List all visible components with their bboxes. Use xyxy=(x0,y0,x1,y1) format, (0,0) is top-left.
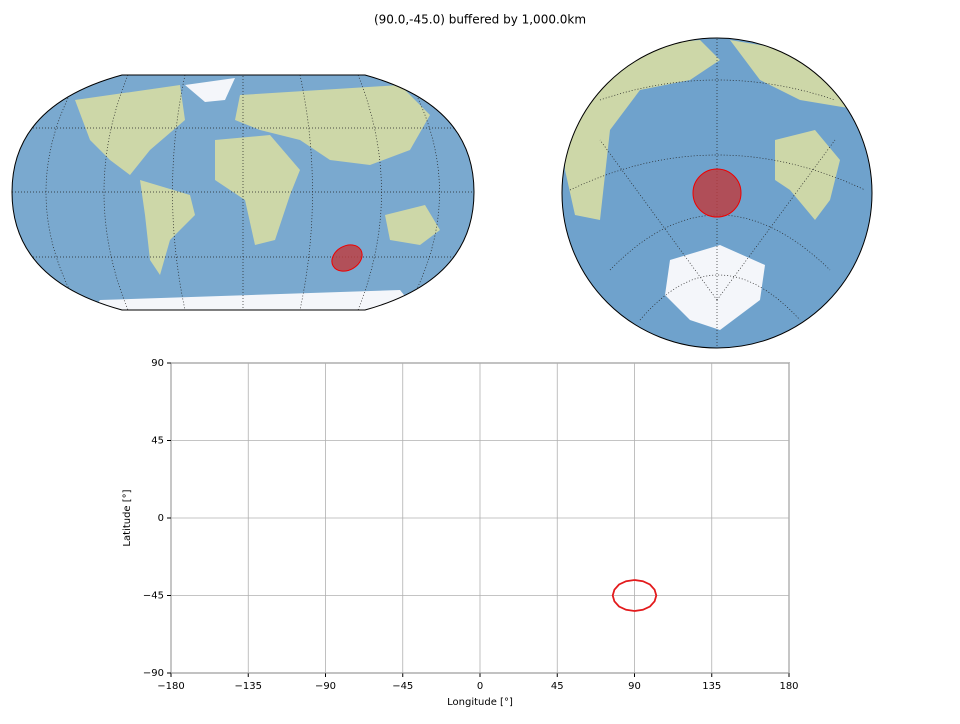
robinson-map xyxy=(12,75,474,310)
y-tick-label: 45 xyxy=(151,436,164,447)
x-tick-label: −135 xyxy=(235,681,262,692)
x-tick-label: −90 xyxy=(315,681,336,692)
x-tick-label: 90 xyxy=(628,681,641,692)
y-tick-label: −45 xyxy=(143,591,164,602)
buffer-outline xyxy=(611,579,658,612)
y-tick-label: 90 xyxy=(151,358,164,369)
x-tick-label: −180 xyxy=(157,681,184,692)
chart-title: (90.0,-45.0) buffered by 1,000.0km xyxy=(374,13,586,27)
x-tick-label: 135 xyxy=(702,681,721,692)
x-tick-label: 0 xyxy=(477,681,483,692)
orthographic-outline xyxy=(561,37,873,349)
robinson-outline xyxy=(11,74,475,311)
x-axis-label: Longitude [°] xyxy=(447,697,513,708)
x-tick-label: 45 xyxy=(551,681,564,692)
x-tick-label: 180 xyxy=(779,681,798,692)
y-tick-label: −90 xyxy=(143,668,164,679)
x-tick-label: −45 xyxy=(392,681,413,692)
y-axis-label: Latitude [°] xyxy=(122,489,133,546)
y-tick-label: 0 xyxy=(158,513,164,524)
